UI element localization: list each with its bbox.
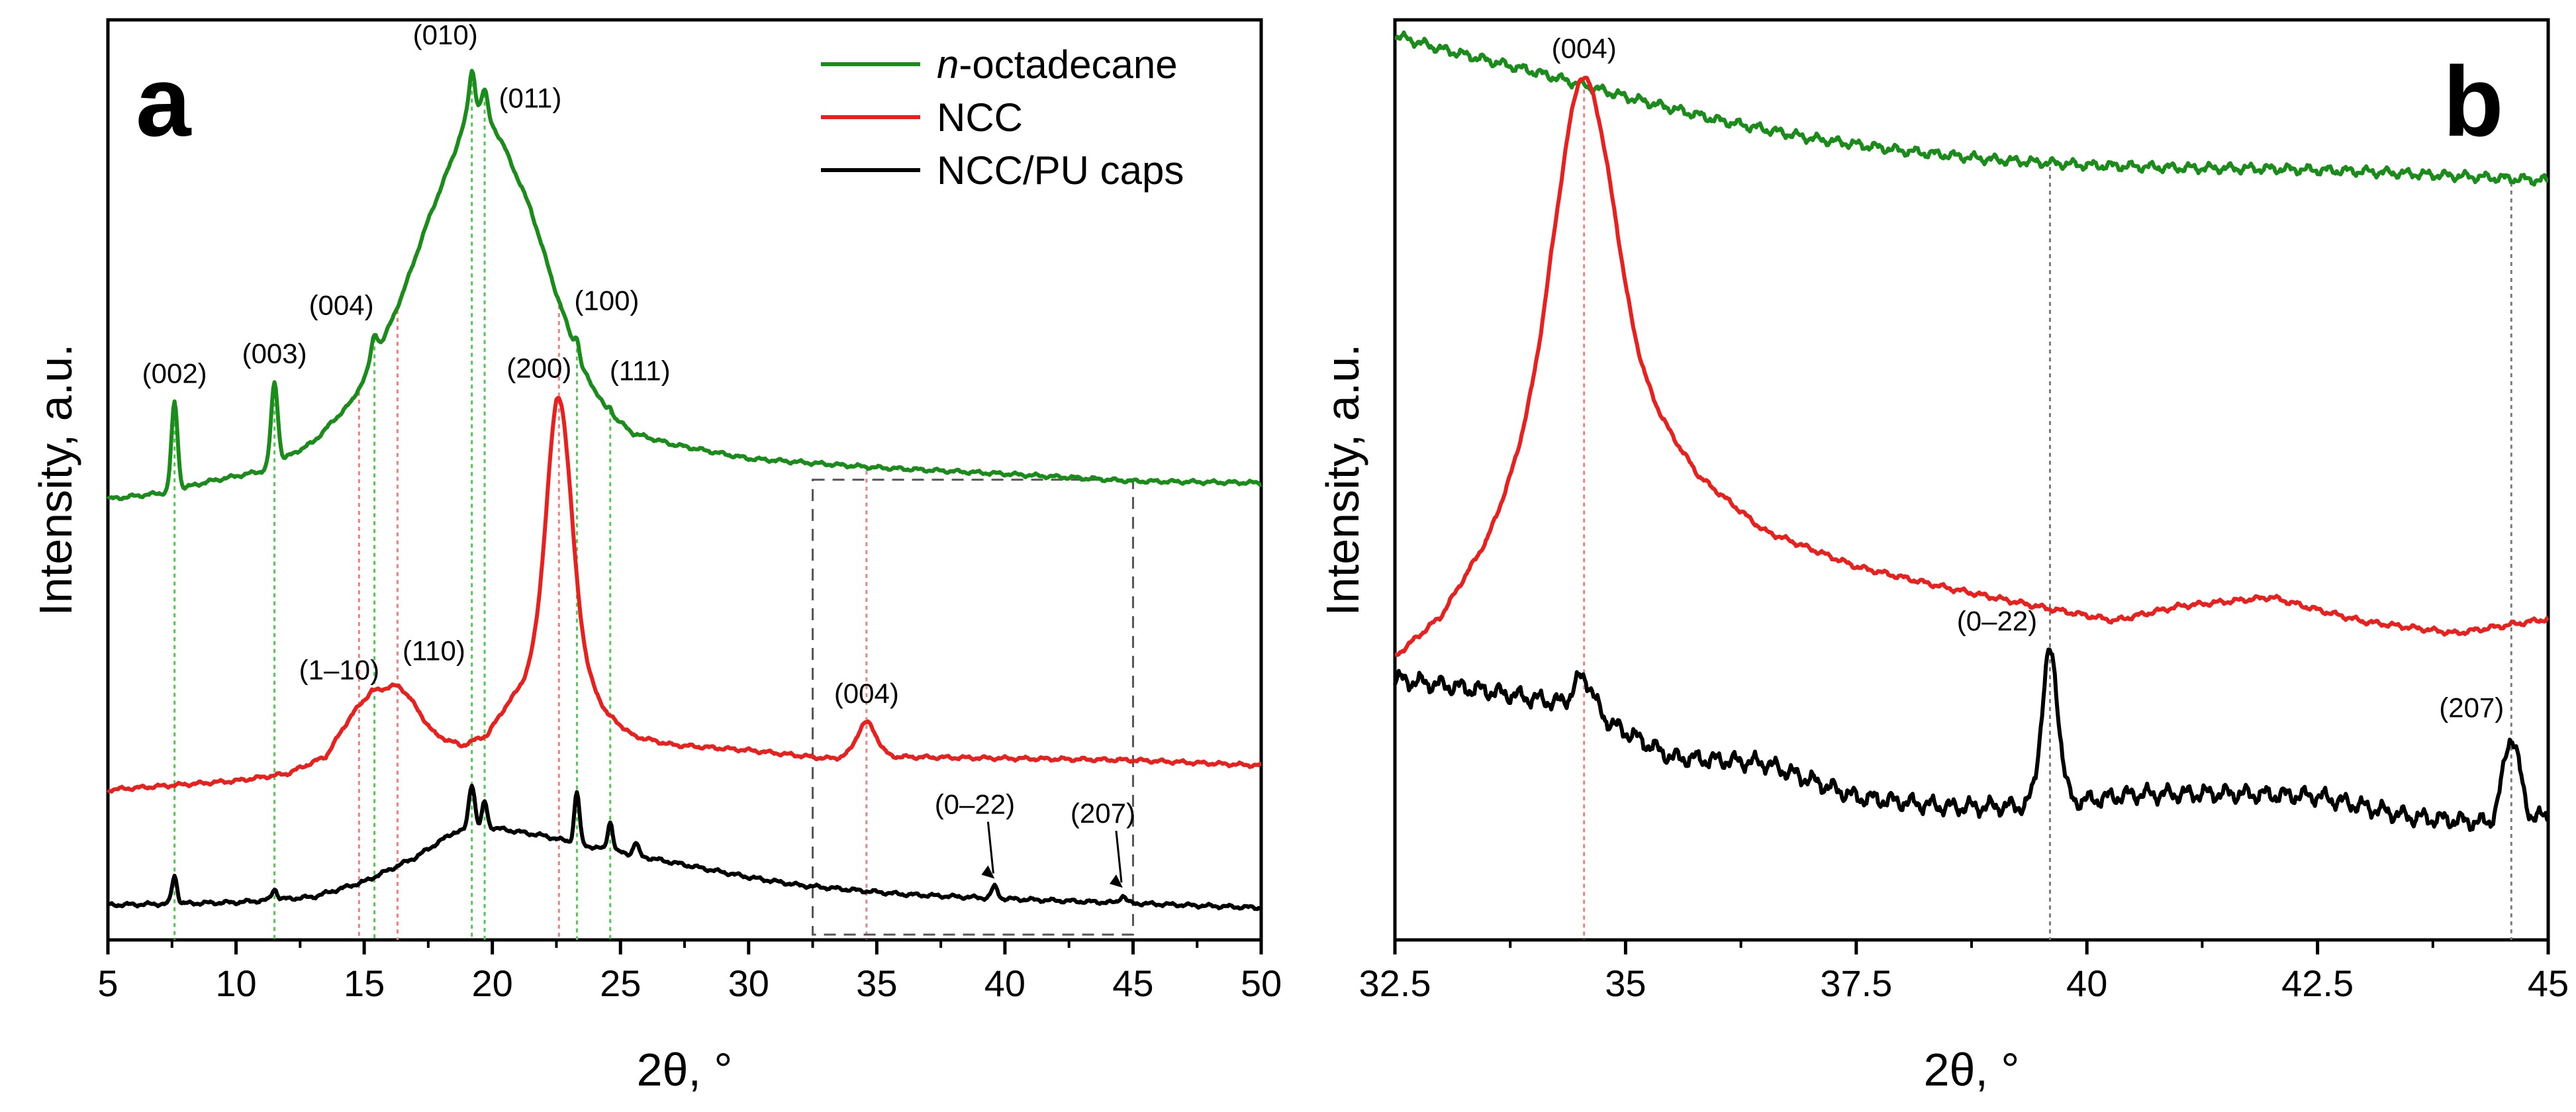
x-tick-label: 40 (2066, 962, 2107, 1004)
series-line-ncc (1394, 75, 2550, 657)
peak-label-100: (100) (574, 285, 639, 316)
x-tick-label: 45 (2528, 962, 2569, 1004)
peak-label-1-10: (1–10) (299, 655, 379, 686)
x-tick-label: 40 (984, 962, 1026, 1004)
x-tick-label: 32.5 (1359, 962, 1431, 1004)
x-tick-label: 15 (344, 962, 385, 1004)
x-tick-label: 45 (1112, 962, 1153, 1004)
legend-label-octadecane: n-octadecane (937, 42, 1178, 87)
series-line-ncc (106, 396, 1263, 794)
x-tick-label: 50 (1241, 962, 1282, 1004)
peak-label-0-22: (0–22) (935, 788, 1015, 819)
annotation-arrowhead (1109, 874, 1123, 888)
panel-b-x-ticks: 32.5 35 37.5 40 42.5 45 (1359, 940, 2569, 1004)
x-tick-label: 10 (215, 962, 256, 1004)
peak-label-004: (004) (309, 289, 374, 320)
panel-b-letter: b (2443, 46, 2504, 157)
panel-b-annotations: (004) (0–22) (207) (1552, 32, 2504, 723)
peak-label-200: (200) (506, 352, 571, 383)
panel-a: (002)(003)(004)(010)(011)(100)(111)(1–10… (30, 18, 1282, 1095)
x-tick-label: 25 (600, 962, 641, 1004)
peak-label-003: (003) (242, 338, 307, 369)
x-tick-label: 35 (1605, 962, 1646, 1004)
panel-a-x-axis-label: 2θ, ° (637, 1044, 733, 1095)
zoom-region-box (812, 479, 1134, 936)
panel-b-y-axis-label: Intensity, a.u. (1317, 344, 1368, 616)
panel-a-annotations: (002)(003)(004)(010)(011)(100)(111)(1–10… (142, 19, 1135, 888)
panel-a-letter: a (136, 46, 192, 157)
peak-label-111: (111) (610, 355, 671, 386)
panel-a-reference-lines (173, 75, 868, 940)
series-line-n-octadecane (1394, 30, 2550, 187)
panel-b-x-axis-label: 2θ, ° (1924, 1044, 2020, 1095)
panel-a-y-axis-label: Intensity, a.u. (30, 344, 81, 616)
annotation-arrow (986, 821, 994, 874)
peak-label-207: (207) (2439, 692, 2504, 723)
peak-label-010: (010) (413, 19, 478, 50)
x-tick-label: 5 (97, 962, 118, 1004)
peak-label-0-22: (0–22) (1957, 606, 2037, 637)
panel-b-reference-lines (1583, 81, 2512, 940)
series-line-ncc-pu-caps (1393, 647, 2550, 832)
annotation-arrow (1115, 831, 1123, 883)
panel-b: (004) (0–22) (207) 32.5 35 37.5 40 42.5 45 b 2θ… (1317, 18, 2569, 1095)
series-line-ncc-pu-caps (107, 784, 1263, 911)
peak-label-110: (110) (403, 635, 465, 666)
x-tick-label: 42.5 (2281, 962, 2354, 1004)
panel-a-x-ticks: 5 10 15 20 25 30 35 40 45 50 (97, 940, 1282, 1004)
peak-label-004: (004) (1552, 32, 1617, 64)
panel-a-zoom-box (812, 479, 1134, 936)
peak-label-207: (207) (1071, 798, 1135, 829)
legend-label-ncc-pu: NCC/PU caps (937, 148, 1184, 193)
series-line-n-octadecane (106, 69, 1263, 502)
panel-b-series (1393, 30, 2550, 832)
annotation-arrowhead (981, 865, 995, 879)
peak-label-004: (004) (834, 678, 899, 709)
x-tick-label: 30 (728, 962, 769, 1004)
x-tick-label: 37.5 (1820, 962, 1892, 1004)
x-tick-label: 35 (856, 962, 897, 1004)
peak-label-002: (002) (142, 358, 207, 389)
x-tick-label: 20 (472, 962, 513, 1004)
legend: n-octadecane NCC NCC/PU caps (821, 42, 1184, 193)
legend-label-ncc: NCC (937, 95, 1023, 140)
peak-label-011: (011) (499, 83, 561, 114)
panel-a-series (106, 69, 1263, 911)
